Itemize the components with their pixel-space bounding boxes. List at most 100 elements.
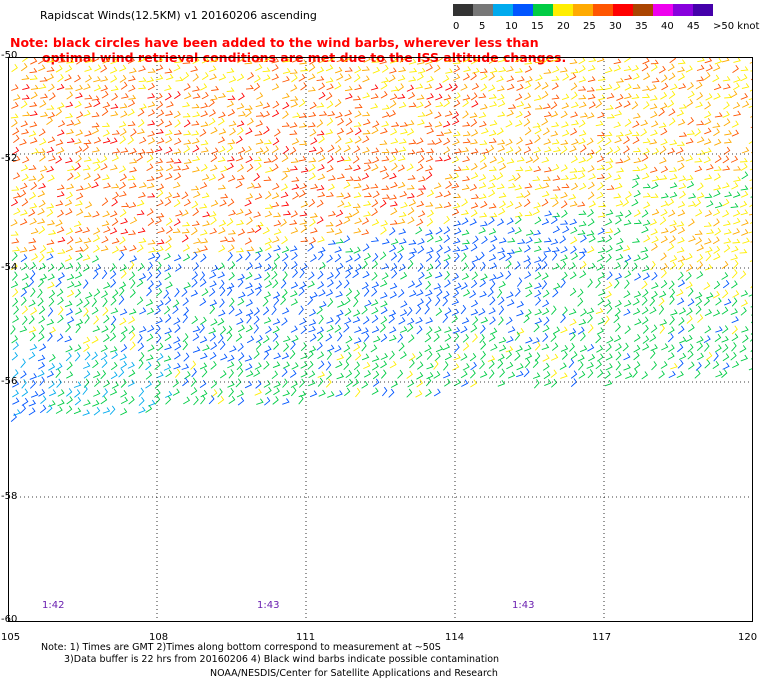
wind-barb <box>200 352 208 360</box>
wind-barb <box>173 362 181 370</box>
wind-barb <box>417 67 426 74</box>
wind-barb <box>37 333 45 342</box>
wind-barb <box>29 75 38 80</box>
wind-barb <box>649 138 658 145</box>
wind-barb <box>651 77 660 83</box>
wind-barb <box>705 246 713 253</box>
wind-barb <box>571 120 579 126</box>
wind-barb <box>281 172 288 181</box>
wind-barb <box>65 157 73 164</box>
wind-barb <box>715 370 723 378</box>
wind-barb <box>246 117 254 126</box>
wind-barb <box>138 273 147 281</box>
wind-barb <box>165 390 173 398</box>
wind-barb <box>489 262 498 270</box>
wind-barb <box>731 297 738 307</box>
wind-barb <box>147 93 156 99</box>
wind-barb <box>254 130 263 136</box>
wind-barb <box>615 211 624 217</box>
time-label: 1:43 <box>512 600 535 611</box>
wind-barb <box>64 199 73 207</box>
wind-barb <box>154 145 163 153</box>
wind-barb <box>11 351 19 361</box>
wind-barb <box>390 148 399 154</box>
wind-barb <box>533 229 541 236</box>
wind-barb <box>191 130 200 136</box>
wind-barb <box>220 236 228 242</box>
wind-barb <box>362 135 370 143</box>
wind-barb <box>289 349 296 360</box>
wind-barb <box>361 380 369 389</box>
wind-barb <box>56 83 65 91</box>
wind-barb <box>127 361 135 369</box>
wind-barb <box>200 83 208 91</box>
wind-barb <box>100 64 108 73</box>
wind-barb <box>532 122 541 128</box>
wind-barb <box>479 154 487 163</box>
wind-barb <box>136 244 144 253</box>
wind-barb <box>93 288 101 297</box>
wind-barb <box>552 164 560 172</box>
wind-barb <box>606 185 615 191</box>
wind-barb <box>453 252 460 262</box>
wind-barb <box>47 263 55 272</box>
wind-barb <box>237 126 244 136</box>
wind-barb <box>382 238 390 245</box>
wind-barb <box>740 307 747 316</box>
wind-barb <box>202 211 211 218</box>
wind-barb <box>326 117 334 126</box>
wind-barb <box>623 155 631 163</box>
wind-barb <box>283 335 291 343</box>
wind-barb <box>633 113 641 119</box>
wind-barb <box>453 92 461 101</box>
wind-barb <box>453 65 461 73</box>
wind-barb <box>110 85 119 92</box>
wind-barb <box>361 281 369 290</box>
wind-barb <box>181 228 190 234</box>
wind-barb <box>40 395 47 404</box>
wind-barb <box>201 91 209 100</box>
wind-barb <box>210 318 218 326</box>
wind-barb <box>130 279 136 289</box>
wind-barb <box>298 394 304 405</box>
wind-barb <box>443 254 451 262</box>
wind-barb <box>388 388 395 398</box>
wind-barb <box>48 229 57 235</box>
wind-barb <box>310 212 318 218</box>
wind-barb <box>345 176 354 182</box>
wind-barb <box>92 146 100 153</box>
time-label: 1:43 <box>257 600 280 611</box>
wind-barb <box>372 66 380 74</box>
wind-barb <box>271 154 279 163</box>
wind-barb <box>704 111 712 119</box>
wind-barb <box>407 280 416 288</box>
wind-barb <box>749 332 753 342</box>
wind-barb <box>733 57 741 63</box>
wind-barb <box>661 192 669 199</box>
wind-barb <box>138 84 147 90</box>
wind-barb <box>109 388 118 396</box>
wind-barb <box>281 246 290 254</box>
wind-barb <box>516 300 524 308</box>
wind-barb <box>516 156 525 162</box>
wind-barb <box>534 289 542 298</box>
wind-barb <box>551 353 559 361</box>
wind-barb <box>128 260 135 271</box>
wind-barb <box>372 378 380 387</box>
wind-barb <box>75 200 83 207</box>
wind-barb <box>273 380 281 388</box>
wind-barb <box>578 65 586 73</box>
wind-barb <box>642 57 650 65</box>
wind-barb <box>569 174 578 180</box>
wind-barb <box>154 324 161 335</box>
wind-barb <box>48 353 56 362</box>
wind-barb <box>154 395 161 405</box>
wind-barb <box>218 92 226 99</box>
wind-barb <box>570 236 578 245</box>
wind-barb <box>580 308 587 317</box>
wind-barb <box>57 226 65 234</box>
wind-barb <box>535 74 543 82</box>
wind-barb <box>498 337 507 344</box>
wind-barb <box>407 149 416 155</box>
wind-barb <box>669 295 675 305</box>
